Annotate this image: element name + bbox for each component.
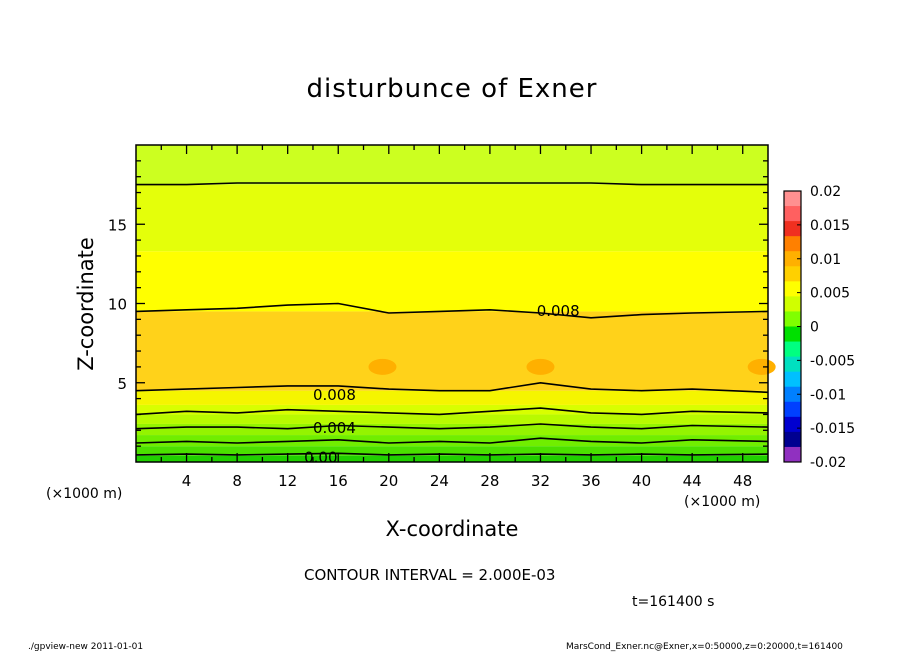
colorbar-swatch xyxy=(784,236,801,252)
color-band xyxy=(136,184,768,252)
z-unit-label: (×1000 m) xyxy=(46,486,122,502)
colorbar-swatch xyxy=(784,206,801,222)
color-band xyxy=(136,414,768,424)
chart-title: disturbunce of Exner xyxy=(306,74,598,104)
y-axis-label: Z-coordinate xyxy=(74,237,98,371)
y-tick-label: 10 xyxy=(108,296,127,314)
color-band xyxy=(136,455,768,462)
colorbar-swatch xyxy=(784,431,801,448)
colorbar: 0.02 0.015 0.01 0.005 0 -0.005 -0.01 -0.015 -0.0… xyxy=(783,184,855,471)
color-band xyxy=(136,311,768,391)
colorbar-swatch xyxy=(784,296,801,312)
colorbar-swatch xyxy=(784,341,801,358)
x-tick-label: 36 xyxy=(581,472,600,490)
footer-left: ./gpview-new 2011-01-01 xyxy=(28,642,144,652)
contour-line xyxy=(136,182,768,186)
footer-right: MarsCond_Exner.nc@Exner,x=0:50000,z=0:20… xyxy=(566,642,843,652)
color-band xyxy=(136,435,768,447)
colorbar-tick-label: 0.015 xyxy=(810,218,850,234)
colorbar-swatch xyxy=(784,281,801,297)
contour-line xyxy=(135,437,769,444)
high-value-blob xyxy=(526,358,555,375)
color-band xyxy=(136,251,768,312)
colorbar-swatch xyxy=(784,401,801,418)
colorbar-swatch xyxy=(784,386,801,403)
color-band xyxy=(136,423,768,436)
plot-area-fill xyxy=(136,145,776,462)
y-tick-label: 5 xyxy=(117,375,127,393)
x-tick-label: 40 xyxy=(632,472,651,490)
colorbar-tick-label: -0.005 xyxy=(810,353,855,369)
contour-line xyxy=(135,302,769,319)
colorbar-swatch xyxy=(784,191,801,207)
x-tick-label: 4 xyxy=(182,472,192,490)
x-tick-label: 8 xyxy=(232,472,242,490)
x-tick-label: 44 xyxy=(683,472,702,490)
x-axis-label: X-coordinate xyxy=(386,517,519,541)
colorbar-swatch xyxy=(784,446,801,463)
colorbar-swatch xyxy=(784,266,801,282)
x-tick-label: 28 xyxy=(480,472,499,490)
axis-ticks xyxy=(136,145,768,462)
contour-line xyxy=(135,423,769,430)
colorbar-swatch xyxy=(784,326,801,343)
contour-line xyxy=(135,381,769,394)
color-band xyxy=(136,145,768,185)
colorbar-tick-label: -0.02 xyxy=(810,455,846,471)
x-unit-label: (×1000 m) xyxy=(684,494,760,510)
x-tick-label: 48 xyxy=(733,472,752,490)
colorbar-tick-label: -0.015 xyxy=(810,421,855,437)
colorbar-tick-label: 0.005 xyxy=(810,286,850,302)
colorbar-swatch xyxy=(784,251,801,267)
colorbar-swatch xyxy=(784,356,801,373)
high-value-blob xyxy=(368,358,397,375)
colorbar-swatch xyxy=(784,371,801,388)
contour-label: 0.004 xyxy=(313,419,356,437)
color-band xyxy=(136,446,768,456)
colorbar-swatch xyxy=(784,221,801,237)
x-tick-label: 12 xyxy=(278,472,297,490)
contour-label: 0.00 xyxy=(304,448,337,466)
y-tick-label: 15 xyxy=(108,216,127,234)
contour-label: 0.008 xyxy=(313,386,356,404)
contour-label: 0.008 xyxy=(537,302,580,320)
color-band xyxy=(136,390,768,405)
color-band xyxy=(136,404,768,415)
x-tick-label: 24 xyxy=(430,472,449,490)
x-tick-label: 32 xyxy=(531,472,550,490)
x-tick-label: 16 xyxy=(329,472,348,490)
x-tick-label: 20 xyxy=(379,472,398,490)
colorbar-tick-label: 0.01 xyxy=(810,252,841,268)
contour-line xyxy=(135,407,769,416)
colorbar-tick-label: 0.02 xyxy=(810,184,841,200)
time-label: t=161400 s xyxy=(632,594,715,610)
colorbar-swatch xyxy=(784,311,801,327)
colorbar-tick-label: 0 xyxy=(810,320,819,336)
colorbar-tick-label: -0.01 xyxy=(810,387,846,403)
contour-interval-label: CONTOUR INTERVAL = 2.000E-03 xyxy=(304,566,556,584)
colorbar-swatch xyxy=(784,416,801,433)
high-value-blob xyxy=(747,358,776,375)
